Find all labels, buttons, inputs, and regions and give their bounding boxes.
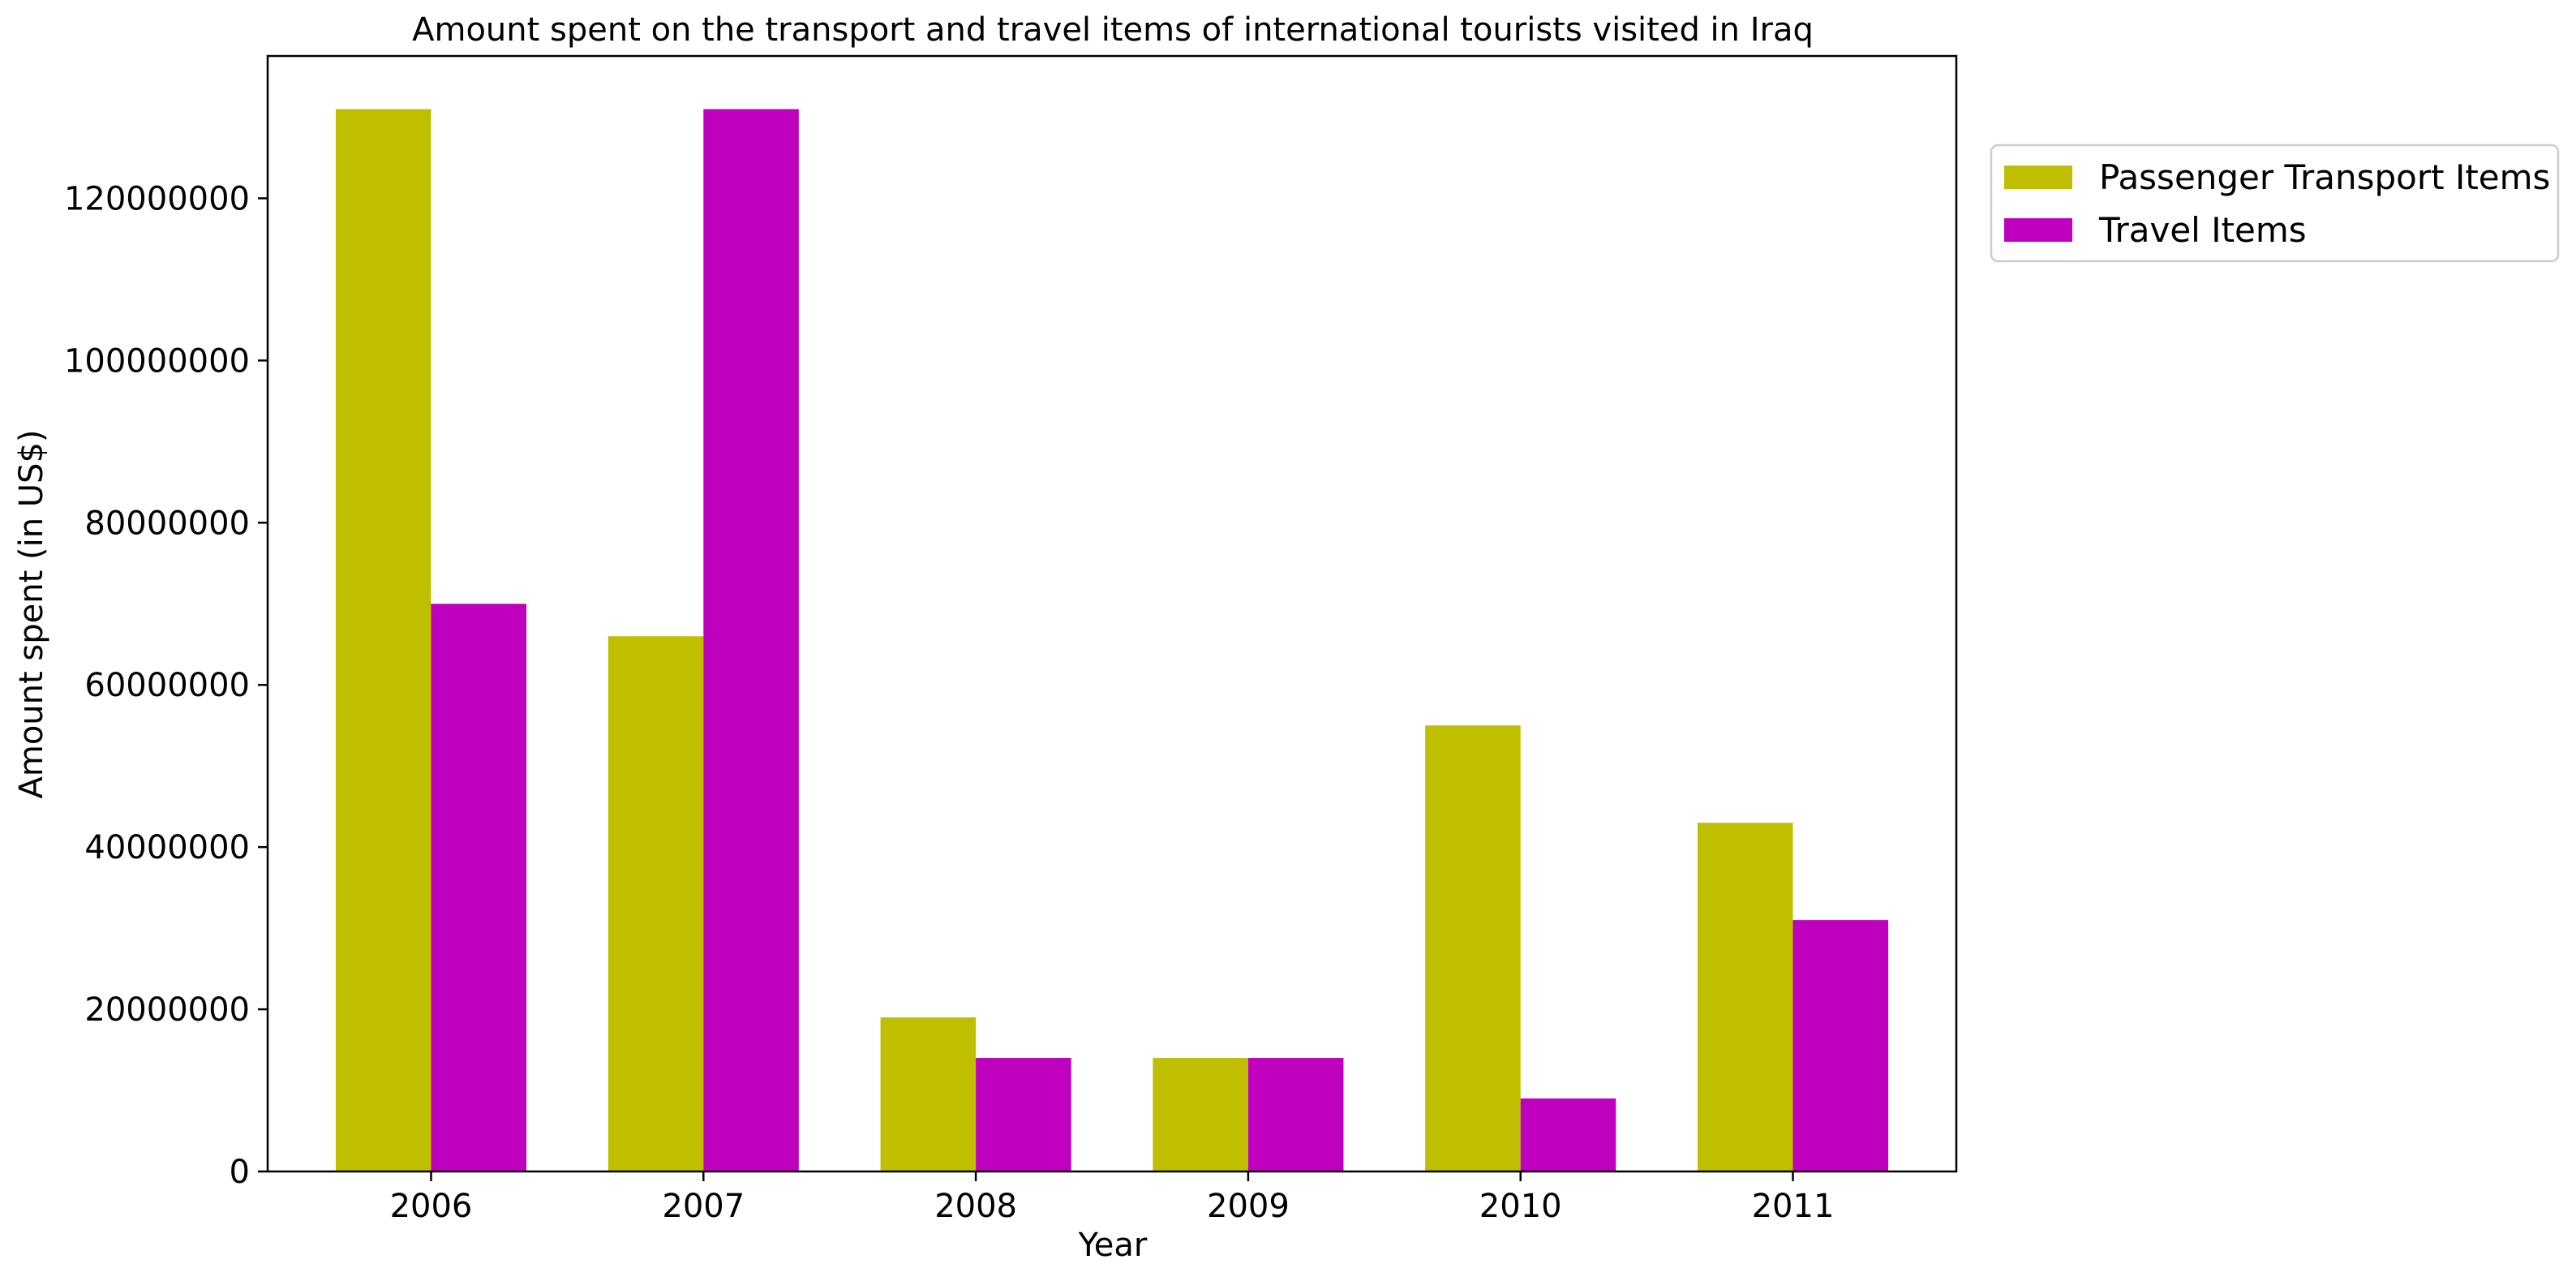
bar-travel-2011 (1792, 920, 1889, 1171)
bar-travel-2006 (431, 604, 527, 1171)
legend: Passenger Transport Items Travel Items (1990, 144, 2560, 263)
y-tick-label: 20000000 (84, 991, 250, 1029)
bar-passenger-transport-2011 (1697, 823, 1793, 1171)
legend-label-passenger-transport: Passenger Transport Items (2099, 157, 2550, 197)
x-tick-label: 2010 (1479, 1188, 1562, 1225)
bar-travel-2007 (703, 109, 799, 1171)
bars-group (335, 109, 1889, 1171)
x-tick-label: 2009 (1207, 1188, 1290, 1225)
y-tick-label: 0 (230, 1154, 250, 1191)
chart-title: Amount spent on the transport and travel… (412, 11, 1814, 49)
plot-frame (266, 54, 1958, 1173)
x-tick-label: 2008 (934, 1188, 1017, 1225)
bar-travel-2008 (976, 1058, 1071, 1171)
bar-passenger-transport-2008 (880, 1017, 977, 1171)
y-axis: 0 20000000 40000000 60000000 80000000 1000000… (64, 180, 268, 1191)
bar-travel-2009 (1247, 1058, 1344, 1171)
x-tick-label: 2006 (390, 1188, 473, 1225)
legend-swatch-passenger-transport (2004, 165, 2072, 189)
bar-passenger-transport-2010 (1425, 725, 1521, 1171)
bar-passenger-transport-2006 (335, 109, 431, 1171)
y-tick-label: 120000000 (64, 180, 250, 217)
bar-travel-2010 (1520, 1098, 1616, 1171)
bar-passenger-transport-2007 (608, 636, 704, 1171)
x-tick-label: 2011 (1752, 1188, 1835, 1225)
y-axis-label: Amount spent (in US$) (13, 430, 50, 799)
legend-swatch-travel (2004, 218, 2072, 242)
x-axis-label: Year (1078, 1227, 1148, 1264)
bar-passenger-transport-2009 (1153, 1058, 1248, 1171)
y-tick-label: 80000000 (84, 505, 250, 542)
x-axis: 2006 2007 2008 2009 2010 2011 (390, 1171, 1835, 1225)
y-tick-label: 100000000 (64, 342, 250, 380)
y-tick-label: 40000000 (84, 829, 250, 866)
x-tick-label: 2007 (662, 1188, 745, 1225)
y-tick-label: 60000000 (84, 667, 250, 704)
legend-label-travel: Travel Items (2098, 210, 2307, 250)
legend-frame (1990, 144, 2560, 263)
